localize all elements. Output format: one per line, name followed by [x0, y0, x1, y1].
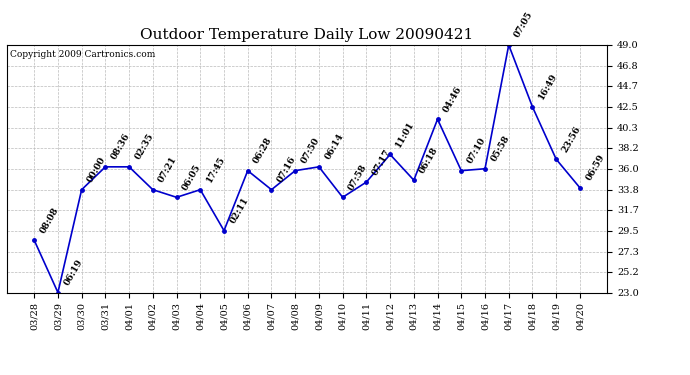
Text: 07:58: 07:58	[347, 163, 369, 192]
Text: 06:18: 06:18	[418, 145, 440, 175]
Text: 07:17: 07:17	[371, 147, 393, 177]
Text: 04:46: 04:46	[442, 84, 464, 114]
Text: 07:50: 07:50	[299, 136, 322, 165]
Text: 00:00: 00:00	[86, 155, 108, 184]
Text: 08:36: 08:36	[110, 132, 132, 161]
Text: Copyright 2009 Cartronics.com: Copyright 2009 Cartronics.com	[10, 50, 155, 59]
Text: 02:11: 02:11	[228, 196, 250, 225]
Text: 11:01: 11:01	[394, 120, 417, 149]
Text: 17:45: 17:45	[204, 155, 226, 184]
Text: 05:58: 05:58	[489, 134, 511, 163]
Text: 23:56: 23:56	[560, 124, 582, 154]
Text: 06:19: 06:19	[62, 258, 84, 287]
Text: 07:21: 07:21	[157, 155, 179, 184]
Title: Outdoor Temperature Daily Low 20090421: Outdoor Temperature Daily Low 20090421	[141, 28, 473, 42]
Text: 08:08: 08:08	[39, 206, 61, 235]
Text: 06:14: 06:14	[323, 132, 345, 161]
Text: 07:10: 07:10	[466, 136, 487, 165]
Text: 06:59: 06:59	[584, 153, 607, 182]
Text: 06:28: 06:28	[252, 136, 274, 165]
Text: 07:05: 07:05	[513, 10, 535, 39]
Text: 02:35: 02:35	[133, 132, 155, 161]
Text: 06:05: 06:05	[181, 163, 203, 192]
Text: 16:49: 16:49	[537, 72, 559, 101]
Text: 07:16: 07:16	[275, 155, 297, 184]
